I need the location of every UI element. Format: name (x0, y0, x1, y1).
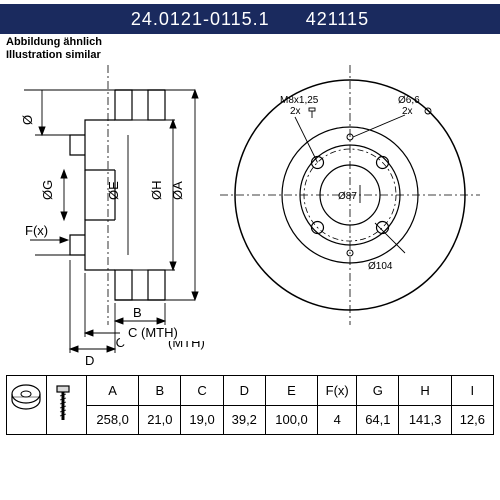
val-H: 141,3 (399, 405, 451, 435)
label-H: ØH (149, 181, 164, 201)
hole-label-b: 2x (402, 106, 413, 117)
val-D: 39,2 (223, 405, 265, 435)
col-A: A (87, 376, 139, 406)
center-dia-label: Ø87 (338, 191, 357, 202)
val-B: 21,0 (139, 405, 181, 435)
header-bar: 24.0121-0115.1 421115 (0, 4, 500, 34)
disc-icon (9, 380, 43, 430)
dimension-table: A B C D E F(x) G H I 258,0 21,0 19,0 39,… (6, 375, 494, 435)
col-G: G (357, 376, 399, 406)
val-E: 100,0 (265, 405, 317, 435)
label-D: D (85, 353, 94, 365)
bolt-label-b: 2x (290, 106, 301, 117)
table-header-row: A B C D E F(x) G H I (7, 376, 494, 406)
short-code: 421115 (306, 9, 369, 29)
val-C: 19,0 (181, 405, 223, 435)
bolt-label: M8x1,25 (280, 95, 319, 106)
label-C-full: C (MTH) (128, 325, 178, 340)
pcd-label: Ø104 (368, 261, 393, 272)
disc-icon-cell (7, 376, 47, 435)
label-G: ØG (40, 180, 55, 200)
col-H: H (399, 376, 451, 406)
bolt-icon (49, 380, 77, 430)
col-C: C (181, 376, 223, 406)
col-F: F(x) (318, 376, 357, 406)
col-E: E (265, 376, 317, 406)
val-G: 64,1 (357, 405, 399, 435)
col-B: B (139, 376, 181, 406)
label-A: ØA (170, 181, 185, 200)
front-view: Ø87 Ø104 M8x1,25 2x Ø6,6 2x (220, 65, 480, 325)
label-B: B (133, 305, 142, 320)
diagram-area: ØA ØH ØE ØG (0, 55, 500, 365)
val-F: 4 (318, 405, 357, 435)
bolt-icon-cell (47, 376, 87, 435)
col-D: D (223, 376, 265, 406)
technical-drawing: ØA ØH ØE ØG (0, 55, 500, 365)
hole-label: Ø6,6 (398, 95, 420, 106)
val-A: 258,0 (87, 405, 139, 435)
side-view: ØA ØH ØE ØG (20, 65, 205, 365)
label-F: F(x) (25, 223, 48, 238)
part-number: 24.0121-0115.1 (131, 9, 270, 29)
label-diam-top: Ø (20, 115, 35, 125)
label-E: ØE (106, 181, 121, 200)
col-I: I (451, 376, 493, 406)
val-I: 12,6 (451, 405, 493, 435)
subtitle-line1: Abbildung ähnlich (6, 36, 102, 49)
